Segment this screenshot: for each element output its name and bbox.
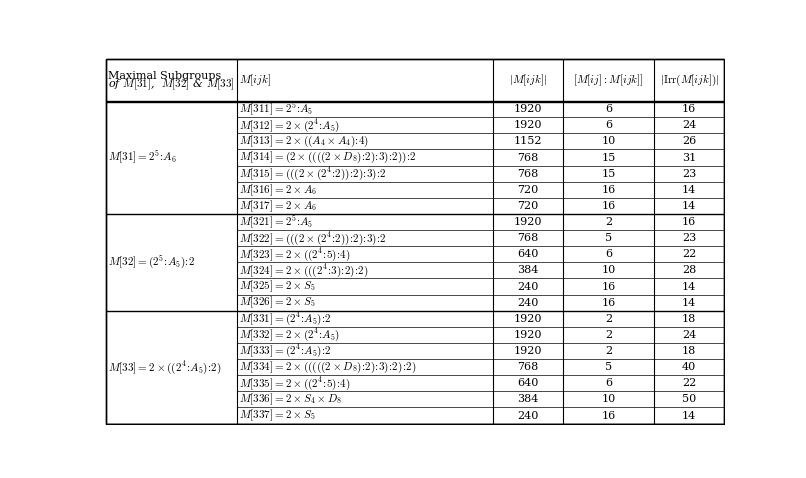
- Text: $M[321] = 2^5\!:\!A_5$: $M[321] = 2^5\!:\!A_5$: [239, 213, 314, 231]
- Text: 16: 16: [601, 411, 616, 421]
- Text: 6: 6: [605, 250, 612, 259]
- Text: 240: 240: [517, 298, 538, 308]
- Text: 24: 24: [682, 120, 696, 130]
- Text: $M[337] = 2 \times S_5$: $M[337] = 2 \times S_5$: [239, 408, 316, 423]
- Text: 240: 240: [517, 411, 538, 421]
- Text: 720: 720: [517, 201, 538, 211]
- Text: 384: 384: [517, 265, 538, 275]
- Text: 23: 23: [682, 233, 696, 243]
- Text: $M[323] = 2 \times ((2^4\!:\!5)\!:\!4)$: $M[323] = 2 \times ((2^4\!:\!5)\!:\!4)$: [239, 246, 351, 263]
- Text: $M[325] = 2 \times S_5$: $M[325] = 2 \times S_5$: [239, 279, 316, 294]
- Text: $M[33] = 2 \times ((2^4\!:\!A_5)\!:\!2)$: $M[33] = 2 \times ((2^4\!:\!A_5)\!:\!2)$: [108, 358, 222, 376]
- Text: $M[333] = (2^4\!:\!A_5)\!:\!2$: $M[333] = (2^4\!:\!A_5)\!:\!2$: [239, 343, 332, 359]
- Text: 16: 16: [601, 298, 616, 308]
- Text: Maximal Subgroups: Maximal Subgroups: [108, 71, 222, 81]
- Text: $M[334] = 2 \times (((((2 \times D_8)\!:\!2)\!:\!3)\!:\!2)\!:\!2)$: $M[334] = 2 \times (((((2 \times D_8)\!:…: [239, 359, 417, 375]
- Text: $M[315] = (((2 \times (2^4\!:\!2))\!:\!2)\!:\!3)\!:\!2$: $M[315] = (((2 \times (2^4\!:\!2))\!:\!2…: [239, 165, 387, 182]
- Text: 10: 10: [601, 265, 616, 275]
- Text: 22: 22: [682, 250, 696, 259]
- Text: $M[324] = 2 \times (((2^4\!:\!3)\!:\!2)\!:\!2)$: $M[324] = 2 \times (((2^4\!:\!3)\!:\!2)\…: [239, 262, 369, 279]
- Text: $M[331] = (2^4\!:\!A_5)\!:\!2$: $M[331] = (2^4\!:\!A_5)\!:\!2$: [239, 310, 332, 327]
- Text: $M[ijk]$: $M[ijk]$: [239, 73, 272, 88]
- Text: 640: 640: [517, 250, 538, 259]
- Text: 2: 2: [605, 346, 612, 356]
- Text: 768: 768: [517, 152, 538, 163]
- Text: 15: 15: [601, 169, 616, 179]
- Text: 768: 768: [517, 169, 538, 179]
- Text: $M[335] = 2 \times ((2^4\!:\!5)\!:\!4)$: $M[335] = 2 \times ((2^4\!:\!5)\!:\!4)$: [239, 375, 351, 392]
- Text: 16: 16: [601, 282, 616, 292]
- Text: 14: 14: [682, 282, 696, 292]
- Text: 1920: 1920: [514, 217, 542, 227]
- Text: 5: 5: [605, 362, 612, 372]
- Text: 2: 2: [605, 330, 612, 340]
- Text: 14: 14: [682, 411, 696, 421]
- Text: 14: 14: [682, 185, 696, 195]
- Text: 1920: 1920: [514, 104, 542, 114]
- Text: 26: 26: [682, 136, 696, 146]
- Text: 1920: 1920: [514, 346, 542, 356]
- Text: 6: 6: [605, 120, 612, 130]
- Text: 22: 22: [682, 378, 696, 388]
- Text: 15: 15: [601, 152, 616, 163]
- Text: $M[322] = (((2 \times (2^4\!:\!2))\!:\!2)\!:\!3)\!:\!2$: $M[322] = (((2 \times (2^4\!:\!2))\!:\!2…: [239, 230, 387, 247]
- Text: 640: 640: [517, 378, 538, 388]
- Text: 14: 14: [682, 201, 696, 211]
- Text: 28: 28: [682, 265, 696, 275]
- Text: 6: 6: [605, 104, 612, 114]
- Text: 2: 2: [605, 217, 612, 227]
- Text: 5: 5: [605, 233, 612, 243]
- Text: 768: 768: [517, 233, 538, 243]
- Text: 16: 16: [601, 185, 616, 195]
- Text: 6: 6: [605, 378, 612, 388]
- Text: 50: 50: [682, 394, 696, 404]
- Text: 23: 23: [682, 169, 696, 179]
- Text: 16: 16: [601, 201, 616, 211]
- Text: $M[314] = (2 \times ((((2 \times D_8)\!:\!2)\!:\!3)\!:\!2))\!:\!2$: $M[314] = (2 \times ((((2 \times D_8)\!:…: [239, 150, 417, 165]
- Text: $M[312] = 2 \times (2^4\!:\!A_5)$: $M[312] = 2 \times (2^4\!:\!A_5)$: [239, 117, 340, 134]
- Text: 1152: 1152: [514, 136, 542, 146]
- Text: $M[332] = 2 \times (2^4\!:\!A_5)$: $M[332] = 2 \times (2^4\!:\!A_5)$: [239, 326, 340, 343]
- Text: $M[32] = (2^5\!:\!A_5)\!:\!2$: $M[32] = (2^5\!:\!A_5)\!:\!2$: [108, 254, 195, 271]
- Text: 240: 240: [517, 282, 538, 292]
- Text: 40: 40: [682, 362, 696, 372]
- Text: 1920: 1920: [514, 314, 542, 324]
- Text: 16: 16: [682, 217, 696, 227]
- Text: 384: 384: [517, 394, 538, 404]
- Text: $M[326] = 2 \times S_5$: $M[326] = 2 \times S_5$: [239, 295, 316, 310]
- Text: 18: 18: [682, 314, 696, 324]
- Text: $|\mathrm{Irr}(M[ijk])|$: $|\mathrm{Irr}(M[ijk])|$: [659, 73, 719, 88]
- Text: 2: 2: [605, 314, 612, 324]
- Text: $[M[ij] : M[ijk]]$: $[M[ij] : M[ijk]]$: [573, 73, 644, 88]
- Text: 16: 16: [682, 104, 696, 114]
- Text: 10: 10: [601, 136, 616, 146]
- Text: 14: 14: [682, 298, 696, 308]
- Text: 1920: 1920: [514, 330, 542, 340]
- Text: 768: 768: [517, 362, 538, 372]
- Text: 31: 31: [682, 152, 696, 163]
- Text: $M[336] = 2 \times S_4 \times D_8$: $M[336] = 2 \times S_4 \times D_8$: [239, 391, 343, 407]
- Text: 720: 720: [517, 185, 538, 195]
- Text: $M[311] = 2^5\!:\!A_5$: $M[311] = 2^5\!:\!A_5$: [239, 100, 314, 118]
- Text: $|M[ijk]|$: $|M[ijk]|$: [509, 73, 547, 88]
- Text: 18: 18: [682, 346, 696, 356]
- Text: 1920: 1920: [514, 120, 542, 130]
- Text: of $M[31]$,  $M[32]$ & $M[33]$: of $M[31]$, $M[32]$ & $M[33]$: [108, 77, 235, 92]
- Text: 24: 24: [682, 330, 696, 340]
- Text: $M[313] = 2 \times ((A_4 \times A_4)\!:\!4)$: $M[313] = 2 \times ((A_4 \times A_4)\!:\…: [239, 134, 369, 149]
- Text: $M[316] = 2 \times A_6$: $M[316] = 2 \times A_6$: [239, 182, 318, 197]
- Text: $M[31] = 2^5\!:\!A_6$: $M[31] = 2^5\!:\!A_6$: [108, 149, 177, 166]
- Text: $M[317] = 2 \times A_6$: $M[317] = 2 \times A_6$: [239, 198, 318, 214]
- Text: 10: 10: [601, 394, 616, 404]
